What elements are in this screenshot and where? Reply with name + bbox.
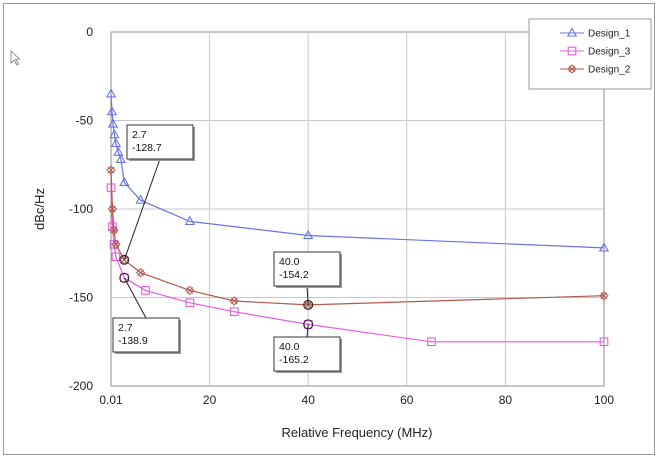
data-point (135, 268, 146, 278)
y-axis-title: dBc/Hz (32, 188, 47, 230)
data-point (427, 337, 436, 347)
x-tick-label: 40 (302, 393, 316, 407)
callout-layer: 2.7-128.72.7-138.940.0-154.240.0-165.2 (112, 124, 342, 373)
callout-leader (123, 158, 161, 260)
tick-labels: 0.01 20 40 60 80 100 0 -50 -100 -150 -200 (69, 25, 614, 407)
callout-target (303, 299, 314, 310)
series-design-2 (106, 165, 609, 310)
callout-leader (306, 285, 309, 305)
data-point (108, 222, 117, 232)
legend-marker (566, 27, 578, 37)
x-tick-label: 0.01 (99, 393, 123, 407)
data-point (185, 298, 195, 308)
grid-lines (111, 32, 604, 386)
data-point (111, 252, 121, 262)
data-point (115, 153, 126, 163)
callout-label: -154.2 (279, 269, 309, 281)
data-point (599, 291, 609, 301)
value-callout: 40.0-154.2 (273, 251, 342, 310)
legend-label: Design_1 (588, 29, 631, 40)
data-point (135, 194, 146, 204)
legend-entry: Design_2 (560, 64, 631, 76)
data-point (109, 129, 120, 139)
y-tick-label: -150 (69, 291, 93, 305)
data-point (119, 273, 129, 283)
legend-label: Design_3 (588, 47, 631, 58)
data-point (107, 204, 118, 214)
y-tick-label: 0 (86, 25, 93, 39)
data-point (110, 137, 122, 148)
legend-marker (567, 46, 577, 56)
callout-target (303, 319, 314, 330)
y-tick-label: -200 (69, 379, 93, 393)
legend-label: Design_2 (588, 65, 631, 76)
data-point (107, 118, 119, 128)
data-point (106, 165, 116, 175)
legend-entry: Design_1 (560, 27, 631, 40)
value-callout: 2.7-128.7 (119, 124, 195, 265)
y-tick-label: -100 (69, 202, 93, 216)
callout-label: -165.2 (279, 354, 309, 366)
data-point (599, 337, 609, 347)
x-tick-label: 20 (203, 393, 217, 407)
callout-label: 2.7 (132, 129, 147, 141)
data-point (105, 88, 117, 98)
series-line (110, 170, 605, 306)
data-point (111, 239, 121, 250)
series-layer (105, 88, 610, 347)
data-point (598, 242, 610, 252)
legend-box (528, 18, 652, 90)
series-design-1 (105, 88, 610, 252)
legend-entry: Design_3 (560, 47, 631, 58)
legend: Design_1 Design_3 Design_2 (528, 18, 652, 90)
value-callout: 2.7-138.9 (112, 272, 181, 354)
callout-leader (123, 277, 147, 319)
data-point (113, 146, 124, 156)
x-tick-label: 80 (499, 393, 513, 407)
data-point (229, 296, 239, 306)
callout-box (273, 251, 341, 287)
cursor-icon (10, 50, 21, 66)
callout-leader (306, 324, 309, 338)
data-point (106, 106, 118, 116)
data-point (109, 240, 119, 249)
series-line (110, 187, 604, 343)
x-axis-title: Relative Frequency (MHz) (282, 425, 433, 440)
x-tick-label: 60 (400, 393, 414, 407)
callout-label: -128.7 (132, 142, 162, 154)
legend-marker (567, 64, 577, 74)
callout-box (273, 336, 341, 372)
data-point (184, 215, 196, 225)
data-point (303, 229, 314, 240)
callout-label: 40.0 (279, 341, 300, 353)
callout-target (119, 272, 130, 283)
data-point (185, 285, 195, 296)
data-point (119, 176, 130, 186)
data-point (109, 225, 119, 235)
callout-box (112, 317, 180, 353)
callout-label: -138.9 (118, 335, 148, 347)
value-callout: 40.0-165.2 (273, 319, 342, 373)
data-point (229, 307, 239, 317)
callout-label: 2.7 (118, 322, 133, 334)
x-tick-label: 100 (594, 393, 614, 407)
y-tick-label: -50 (76, 114, 94, 128)
callout-box (126, 124, 194, 160)
callout-label: 40.0 (279, 256, 300, 268)
callout-target (119, 254, 130, 265)
data-point (141, 286, 150, 295)
